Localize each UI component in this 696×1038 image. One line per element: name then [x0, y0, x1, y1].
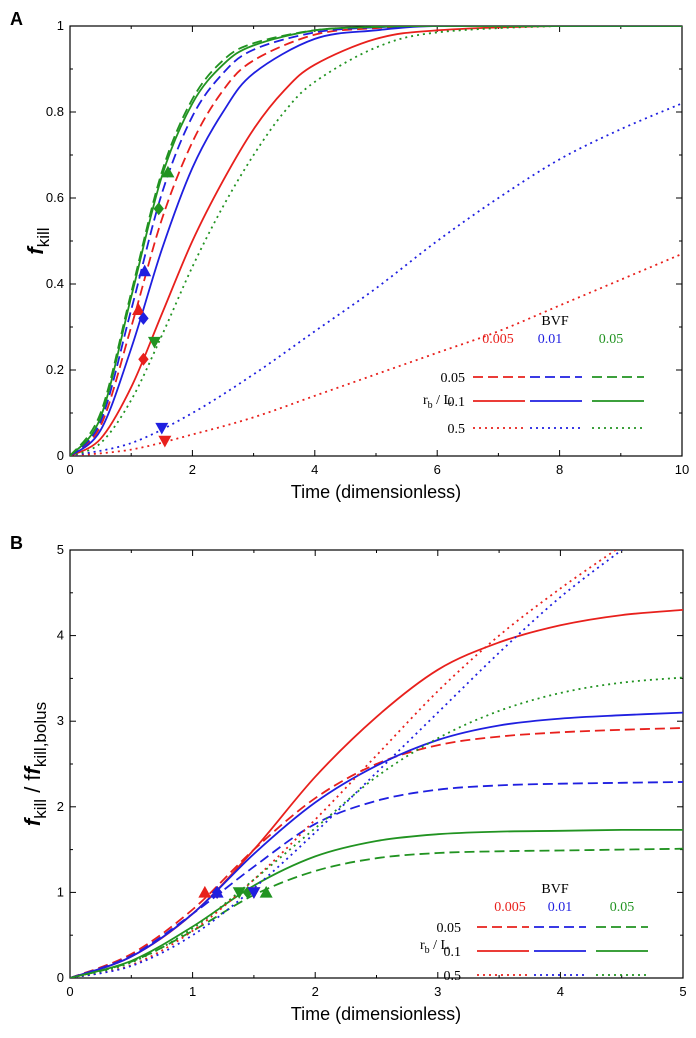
legend-bvf-value: 0.01: [548, 900, 573, 915]
legend-rb-value: 0.1: [444, 945, 462, 960]
y-tick-label: 1: [57, 18, 64, 33]
series-line-blue-dotted: [70, 102, 682, 456]
x-tick-label: 10: [675, 462, 689, 477]
panel-a-frame: [69, 25, 683, 457]
y-tick-label: 0.4: [46, 276, 64, 291]
series-line-red-solid: [70, 26, 682, 456]
legend-bvf-value: 0.05: [599, 332, 624, 347]
panel-b-ylabel-sub: kill: [31, 799, 50, 819]
marker-diamond-green: [153, 202, 164, 216]
panel-b-letter: B: [10, 533, 23, 553]
series-line-red-dashed: [70, 26, 682, 456]
x-tick-label: 6: [434, 462, 441, 477]
series-line-red-dotted: [70, 550, 617, 978]
panel-a-y-axis-label: fkill: [23, 227, 53, 254]
y-tick-label: 0.8: [46, 104, 64, 119]
marker-triangle-down-blue: [155, 422, 169, 435]
panel-a: A 0 2 4 6 8 10 0 0.2 0.4 0.6 0.8 1 BVF 0.005 0.01 0.05…: [10, 9, 689, 502]
panel-b-ylabel-main-2: f: [20, 764, 45, 774]
series-line-green-dashed: [70, 847, 683, 978]
panel-a-letter: A: [10, 9, 23, 29]
legend-rb-label: rb / L: [420, 938, 449, 956]
legend-title: BVF: [541, 882, 568, 897]
series-line-green-dotted: [70, 676, 683, 978]
series-line-blue-solid: [70, 711, 683, 978]
y-tick-label: 2: [57, 799, 64, 814]
series-line-blue-solid: [70, 26, 682, 456]
x-tick-label: 0: [66, 462, 73, 477]
legend-rb-value: 0.1: [448, 395, 466, 410]
series-line-green-solid: [70, 828, 683, 978]
legend-bvf-value: 0.005: [482, 332, 514, 347]
series-line-red-solid: [70, 609, 683, 978]
marker-triangle-down-green: [147, 336, 161, 349]
marker-diamond-blue: [211, 885, 223, 899]
marker-triangle-up-blue: [138, 264, 152, 277]
y-tick-label: 0.2: [46, 362, 64, 377]
y-tick-label: 4: [57, 628, 64, 643]
panel-b: B 0 1 2 3 4 5 0 1 2 3 4 5 BVF 0.005 0.01 0.05 0.05 0.1 0.…: [10, 533, 687, 1024]
x-tick-label: 4: [557, 984, 564, 999]
x-tick-label: 2: [189, 462, 196, 477]
series-line-red-dotted: [70, 253, 682, 456]
marker-diamond-red: [138, 352, 149, 366]
y-tick-label: 0: [57, 970, 64, 985]
y-tick-label: 0: [57, 448, 64, 463]
x-tick-label: 3: [434, 984, 441, 999]
x-tick-label: 4: [311, 462, 318, 477]
series-line-blue-dashed: [70, 781, 683, 978]
panel-b-y-axis-label: fkill / ffkill,bolus: [20, 702, 50, 826]
legend-bvf-value: 0.05: [610, 900, 635, 915]
panel-b-ylabel-main: f: [20, 816, 45, 826]
panel-a-x-axis-label: Time (dimensionless): [291, 482, 461, 502]
marker-triangle-up-red: [132, 303, 146, 315]
x-tick-label: 5: [679, 984, 686, 999]
legend-rb-value: 0.5: [444, 969, 462, 984]
series-line-blue-dashed: [70, 26, 682, 456]
x-tick-label: 2: [312, 984, 319, 999]
y-tick-label: 3: [57, 713, 64, 728]
y-tick-label: 1: [57, 884, 64, 899]
legend-title: BVF: [541, 314, 568, 329]
series-line-green-dotted: [70, 26, 682, 456]
marker-triangle-down-blue: [247, 887, 261, 899]
marker-triangle-up-green: [259, 885, 273, 898]
panel-a-ylabel-sub: kill: [34, 227, 53, 247]
marker-triangle-up-red: [198, 885, 212, 898]
y-tick-label: 5: [57, 542, 64, 557]
panel-b-ylabel-mid: / f: [20, 774, 45, 799]
panel-b-x-axis-label: Time (dimensionless): [291, 1004, 461, 1024]
series-line-green-solid: [70, 26, 682, 456]
x-tick-label: 8: [556, 462, 563, 477]
series-line-blue-dotted: [70, 550, 623, 978]
marker-diamond-blue: [138, 311, 149, 325]
x-tick-label: 1: [189, 984, 196, 999]
legend-rb-label: rb / L: [423, 393, 452, 411]
legend-bvf-value: 0.005: [494, 900, 526, 915]
y-tick-label: 0.6: [46, 190, 64, 205]
panel-b-ylabel-sub-2: kill,bolus: [31, 702, 50, 767]
legend-rb-value: 0.05: [437, 921, 462, 936]
marker-triangle-up-green: [161, 165, 175, 178]
legend-rb-value: 0.5: [448, 422, 466, 437]
x-tick-label: 0: [66, 984, 73, 999]
legend-rb-value: 0.05: [441, 371, 466, 386]
legend-bvf-value: 0.01: [538, 332, 563, 347]
marker-triangle-down-red: [158, 435, 172, 448]
series-line-red-dashed: [70, 727, 683, 978]
marker-triangle-down-green: [232, 887, 246, 899]
panel-a-ylabel-main: f: [23, 245, 48, 255]
series-line-green-dashed: [70, 26, 682, 456]
